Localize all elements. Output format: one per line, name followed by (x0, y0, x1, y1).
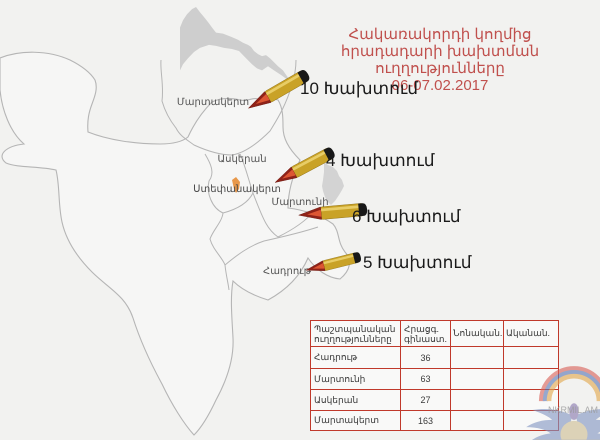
svg-text:6 Խախտում: 6 Խախտում (352, 207, 461, 226)
svg-text:Ստեփանակերտ: Ստեփանակերտ (193, 184, 281, 195)
svg-text:10 Խախտում: 10 Խախտում (300, 79, 418, 98)
svg-text:Հադրութ: Հադրութ (263, 266, 312, 277)
svg-text:4 Խախտում: 4 Խախտում (326, 151, 435, 170)
svg-text:Մարտակերտ: Մարտակերտ (177, 97, 249, 108)
svg-text:Ասկերան: Ասկերան (217, 154, 266, 165)
svg-text:Մարտունի: Մարտունի (271, 197, 328, 208)
svg-text:5 Խախտում: 5 Խախտում (363, 253, 472, 272)
svg-text:NKRMIL.AM: NKRMIL.AM (548, 405, 598, 415)
